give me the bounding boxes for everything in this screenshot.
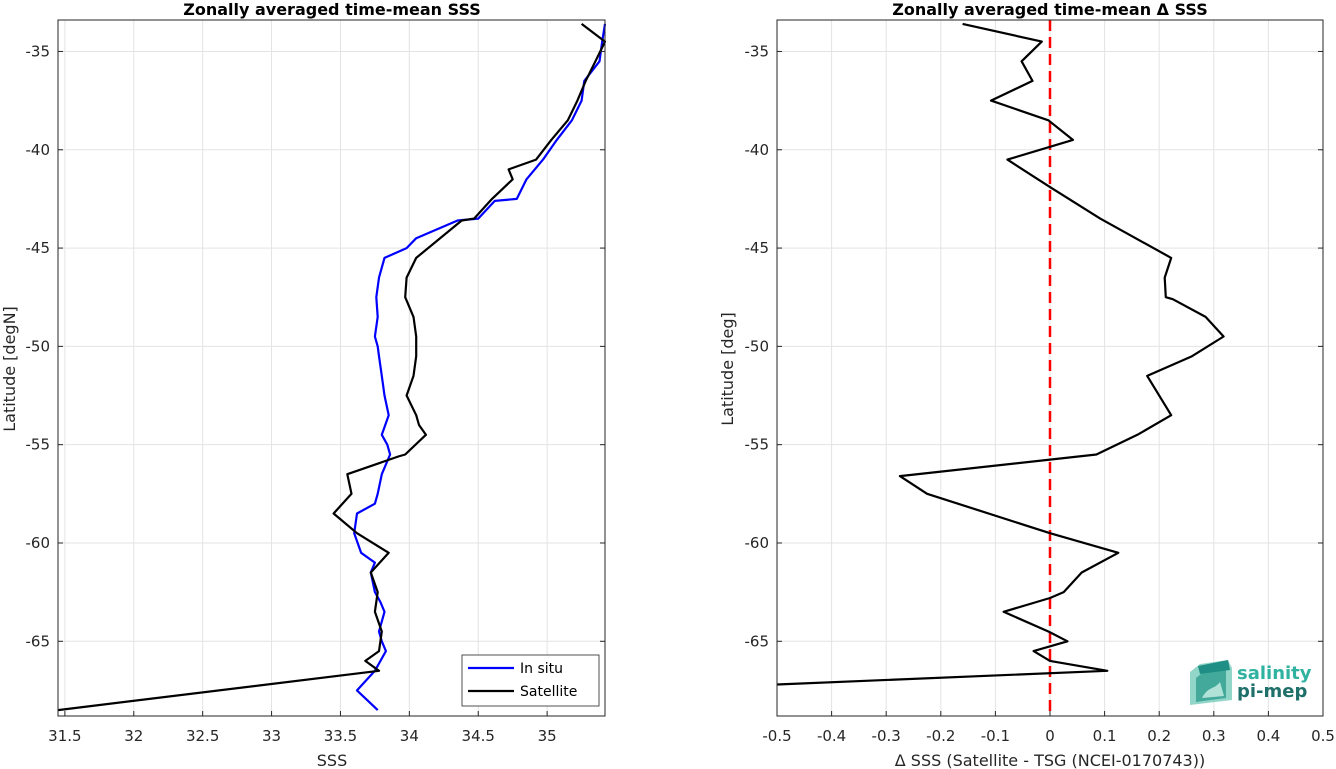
delta-sss-panel-title: Zonally averaged time-mean Δ SSS — [892, 0, 1208, 19]
sss-y-tick-label: -45 — [26, 239, 51, 257]
sss-grid — [58, 20, 605, 716]
sss-x-tick-label: 33 — [262, 727, 281, 745]
delta-sss-y-axis-label: Latitude [deg] — [718, 312, 737, 426]
delta-sss-x-tick-label: 0.2 — [1147, 727, 1171, 745]
delta-sss-x-tick-label: -0.5 — [762, 727, 791, 745]
delta-sss-y-tick-label: -40 — [745, 141, 770, 159]
delta-sss-panel: Zonally averaged time-mean Δ SSS -0.5 -0.… — [718, 0, 1335, 769]
delta-sss-x-tick-label: 0 — [1045, 727, 1055, 745]
sss-panel: Zonally averaged time-mean SSS 31.5 32 32.… — [0, 0, 607, 769]
sss-x-axis-label: SSS — [317, 751, 347, 769]
sss-y-tick-label: -40 — [26, 141, 51, 159]
delta-sss-x-tick-label: 0.3 — [1202, 727, 1226, 745]
delta-sss-x-tick-label: 0.4 — [1256, 727, 1280, 745]
sss-y-tick-label: -65 — [26, 632, 51, 650]
sss-x-tick-label: 32.5 — [186, 727, 219, 745]
delta-sss-grid — [777, 20, 1323, 716]
delta-sss-x-tick-label: -0.1 — [981, 727, 1010, 745]
delta-sss-y-tick-label: -45 — [745, 239, 770, 257]
delta-sss-y-tick-label: -55 — [745, 436, 770, 454]
logo-text-pi-mep: pi-mep — [1237, 681, 1307, 702]
legend-label-satellite: Satellite — [520, 684, 577, 700]
sss-y-axis-label: Latitude [degN] — [0, 306, 19, 432]
salinity-pi-mep-logo: salinity pi-mep — [1190, 660, 1312, 705]
sss-y-tick-label: -50 — [26, 337, 51, 355]
delta-sss-y-tick-label: -50 — [745, 337, 770, 355]
series-line-delta — [776, 22, 1225, 686]
sss-lines — [57, 23, 607, 712]
delta-sss-y-tick-label: -65 — [745, 632, 770, 650]
delta-sss-x-tick-label: 0.5 — [1311, 727, 1335, 745]
sss-x-tick-label: 31.5 — [48, 727, 81, 745]
delta-sss-x-tick-label: -0.2 — [926, 727, 955, 745]
sss-ticks: 31.5 32 32.5 33 33.5 34 34.5 35 -35 -40 -45 -50 -55 -… — [26, 42, 605, 745]
logo-emblem — [1190, 660, 1232, 705]
logo-text-salinity: salinity — [1237, 663, 1312, 684]
delta-sss-x-tick-label: -0.3 — [872, 727, 901, 745]
sss-panel-title: Zonally averaged time-mean SSS — [183, 0, 481, 19]
sss-axes-box — [57, 19, 606, 717]
sss-x-tick-label: 34.5 — [462, 727, 495, 745]
delta-sss-x-tick-label: -0.4 — [817, 727, 846, 745]
delta-sss-ticks: -0.5 -0.4 -0.3 -0.2 -0.1 0 0.1 0.2 0.3 0.4 0.5 -35 -… — [745, 42, 1335, 745]
sss-x-tick-label: 33.5 — [324, 727, 357, 745]
sss-x-tick-label: 34 — [400, 727, 419, 745]
sss-x-tick-label: 32 — [124, 727, 143, 745]
delta-sss-lines — [776, 22, 1225, 686]
series-line-in-situ — [353, 23, 607, 711]
sss-legend: In situ Satellite — [461, 654, 600, 707]
delta-sss-x-axis-label: Δ SSS (Satellite - TSG (NCEI-0170743)) — [895, 751, 1205, 769]
sss-y-tick-label: -55 — [26, 436, 51, 454]
legend-label-in-situ: In situ — [520, 661, 563, 677]
delta-sss-y-tick-label: -35 — [745, 42, 770, 60]
delta-sss-x-tick-label: 0.1 — [1093, 727, 1117, 745]
sss-y-tick-label: -60 — [26, 534, 51, 552]
delta-sss-y-tick-label: -60 — [745, 534, 770, 552]
sss-x-tick-label: 35 — [538, 727, 557, 745]
legend-box — [461, 654, 600, 707]
series-line-satellite — [57, 23, 607, 712]
sss-y-tick-label: -35 — [26, 42, 51, 60]
